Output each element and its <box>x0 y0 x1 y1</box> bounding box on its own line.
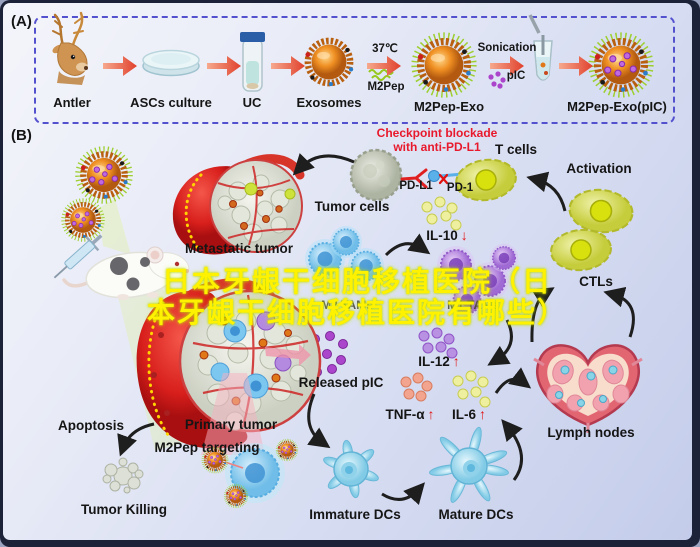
uc-tube-icon <box>240 32 265 92</box>
flow-arrows <box>117 153 635 505</box>
label-pd-1: PD-1 <box>446 182 474 194</box>
label-m2-tams: M2 TAMs <box>321 298 373 312</box>
tnf-text: TNF-α <box>385 407 425 422</box>
il6-dots <box>452 370 491 408</box>
il6-up-arrow-icon: ↑ <box>479 406 487 422</box>
label-apoptosis: Apoptosis <box>58 418 124 433</box>
label-checkpoint-1: Checkpoint blockade <box>376 126 498 140</box>
label-mature-dcs: Mature DCs <box>438 507 514 522</box>
pic-release-beams <box>201 344 311 455</box>
blockade-x-icon <box>438 173 449 185</box>
label-m2pep-exo: M2Pep-Exo <box>413 99 485 114</box>
label-il6: IL-6 ↑ <box>452 406 486 422</box>
antler-deer-icon <box>52 11 88 85</box>
petri-dish-icon <box>142 49 200 77</box>
exosome-icon <box>305 41 353 86</box>
panel-b-tag: (B) <box>11 127 32 144</box>
label-metastatic-tumor: Metastatic tumor <box>184 241 294 256</box>
pd-l1-antibody-icon <box>400 168 428 189</box>
tumor-cell-icon <box>349 148 403 202</box>
label-primary-tumor: Primary tumor <box>184 417 278 432</box>
label-m1-tams: M1 TAMs <box>447 298 499 312</box>
tnf-dots <box>400 372 433 402</box>
label-tnf: TNF-α ↑ <box>385 406 434 422</box>
il12-up-arrow-icon: ↑ <box>452 353 460 369</box>
lymph-node-illustration <box>533 344 643 433</box>
label-37c: 37℃ <box>372 43 398 55</box>
label-m2pep-targeting: M2Pep targeting <box>154 440 260 455</box>
label-sonication: Sonication <box>477 42 537 54</box>
label-tumor-killing: Tumor Killing <box>81 502 167 517</box>
label-pd-l1: PD-L1 <box>399 180 433 192</box>
apoptotic-cell-icon <box>102 457 144 494</box>
label-ascs-culture: ASCs culture <box>130 95 212 110</box>
syringe-icon <box>53 234 103 279</box>
label-t-cells: T cells <box>494 142 538 157</box>
label-activation: Activation <box>566 161 632 176</box>
label-exosomes: Exosomes <box>296 95 362 110</box>
il10-down-arrow-icon: ↓ <box>460 227 468 243</box>
label-m2pep: M2Pep <box>367 81 405 93</box>
activated-t-cell-icon <box>566 185 636 237</box>
panel-a-tag: (A) <box>11 13 32 30</box>
mouse-icon <box>62 246 190 300</box>
label-checkpoint-2: with anti-PD-L1 <box>393 140 481 154</box>
watermark-line-1: 日本牙龈干细胞移植医院（日 <box>161 266 553 297</box>
figure-artwork <box>52 11 700 547</box>
il12-text: IL-12 <box>418 354 450 369</box>
m2pep-exo-icon <box>415 36 473 94</box>
label-m2pep-exo-pic: M2Pep-Exo(pIC) <box>567 99 667 114</box>
label-lymph-nodes: Lymph nodes <box>547 425 635 440</box>
il6-text: IL-6 <box>451 407 477 422</box>
label-tumor-cells: Tumor cells <box>314 199 390 214</box>
label-il10: IL-10 ↓ <box>426 227 468 243</box>
m2pep-targeting-cluster <box>203 440 297 507</box>
label-ctls: CTLs <box>579 274 613 289</box>
figure-background: (A) (B) Antler ASCs culture UC Exosomes … <box>3 3 692 540</box>
label-antler: Antler <box>53 95 91 110</box>
label-il12: IL-12 ↑ <box>418 353 460 369</box>
injected-exosome-icon-2 <box>64 201 103 240</box>
mature-dc-icon <box>429 426 509 503</box>
label-immature-dcs: Immature DCs <box>309 507 401 522</box>
ctl-cell-icon <box>548 226 614 274</box>
immature-dc-icon <box>323 439 379 499</box>
sonication-tube-icon <box>528 14 553 81</box>
m2-tam-cell-icon-3 <box>329 225 363 259</box>
label-pic: pIC <box>506 70 526 82</box>
il12-dots <box>418 327 458 359</box>
label-released-pic: Released pIC <box>298 375 384 390</box>
watermark-line-2: 本牙龈干细胞移植医院有哪些） <box>146 297 568 328</box>
metastatic-tumor-illustration <box>172 154 305 255</box>
panel-a-dashed-border <box>34 16 675 124</box>
il10-dots <box>421 196 462 231</box>
pic-dots-panel-a <box>488 71 506 89</box>
t-cell-icon <box>452 155 520 205</box>
tnf-up-arrow-icon: ↑ <box>427 406 435 422</box>
injected-exosome-icon <box>78 149 129 200</box>
il10-text: IL-10 <box>426 228 458 243</box>
m2pep-exo-pic-icon <box>592 36 650 94</box>
label-uc: UC <box>242 95 262 110</box>
